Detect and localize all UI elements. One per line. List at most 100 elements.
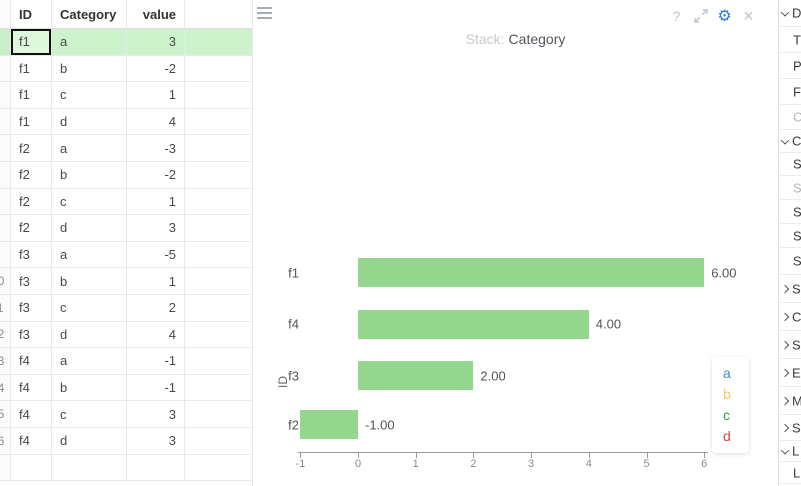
table-row[interactable]: 8f2d3 bbox=[0, 215, 253, 242]
cell-extra[interactable] bbox=[185, 215, 253, 241]
cell-extra[interactable] bbox=[185, 294, 253, 321]
table-row[interactable]: 14 f4b-1 bbox=[0, 374, 253, 402]
settings-tree-item[interactable]: C bbox=[779, 303, 801, 331]
column-header-extra[interactable] bbox=[185, 0, 253, 28]
legend-item-d[interactable]: d bbox=[723, 428, 731, 444]
cell-value[interactable]: 1 bbox=[127, 268, 185, 294]
cell-value[interactable]: 1 bbox=[127, 82, 185, 108]
chevron-down-icon[interactable] bbox=[780, 446, 790, 455]
bar-f3[interactable] bbox=[358, 361, 474, 390]
cell-extra[interactable] bbox=[185, 401, 253, 427]
cell-category[interactable]: c bbox=[52, 401, 127, 427]
cell-id[interactable]: f3 bbox=[11, 268, 52, 294]
cell-category[interactable]: c bbox=[52, 82, 127, 108]
settings-gear-icon[interactable]: ⚙ bbox=[717, 8, 732, 25]
cell-category[interactable]: d bbox=[52, 321, 127, 348]
cell-value[interactable]: 3 bbox=[127, 215, 185, 241]
settings-tree-item[interactable]: S bbox=[779, 153, 801, 176]
cell-value[interactable]: 4 bbox=[127, 108, 185, 135]
cell-category[interactable]: a bbox=[52, 29, 127, 55]
settings-tree-item[interactable]: S bbox=[779, 200, 801, 224]
column-header-id[interactable]: ID bbox=[11, 0, 52, 28]
cell-extra[interactable] bbox=[185, 188, 253, 215]
cell-category[interactable]: d bbox=[52, 108, 127, 135]
table-row[interactable]: 1f1a3 bbox=[0, 29, 253, 56]
cell-id[interactable]: f3 bbox=[11, 294, 52, 321]
cell-category[interactable]: a bbox=[52, 135, 127, 161]
settings-tree-item[interactable]: S bbox=[779, 275, 801, 303]
cell-value[interactable]: -1 bbox=[127, 374, 185, 401]
chevron-down-icon[interactable] bbox=[780, 8, 790, 17]
cell-id[interactable]: f1 bbox=[11, 29, 52, 55]
cell-category[interactable]: a bbox=[52, 241, 127, 268]
bar-f2[interactable] bbox=[300, 410, 358, 439]
cell-extra[interactable] bbox=[185, 427, 253, 454]
cell-category[interactable]: d bbox=[52, 215, 127, 241]
cell-id[interactable]: f4 bbox=[11, 427, 52, 454]
cell-extra[interactable] bbox=[185, 55, 253, 82]
chevron-right-icon[interactable] bbox=[780, 312, 790, 321]
cell-category[interactable]: b bbox=[52, 268, 127, 294]
cell-value[interactable]: -2 bbox=[127, 161, 185, 188]
chevron-down-icon[interactable] bbox=[780, 136, 790, 145]
settings-tree-item[interactable]: L bbox=[779, 441, 801, 462]
legend-item-c[interactable]: c bbox=[723, 407, 730, 423]
table-row[interactable]: 9f3a-5 bbox=[0, 241, 253, 269]
cell-id[interactable]: f4 bbox=[11, 374, 52, 401]
cell-id[interactable]: f2 bbox=[11, 215, 52, 241]
legend-item-b[interactable]: b bbox=[723, 386, 731, 402]
cell-extra[interactable] bbox=[185, 241, 253, 268]
chevron-right-icon[interactable] bbox=[780, 368, 790, 377]
bar-f4[interactable] bbox=[358, 309, 589, 339]
column-header-category[interactable]: Category bbox=[52, 0, 127, 28]
help-icon[interactable]: ? bbox=[672, 8, 681, 24]
cell-category[interactable]: d bbox=[52, 427, 127, 454]
settings-tree-item[interactable]: S bbox=[779, 248, 801, 275]
column-header-value[interactable]: value bbox=[127, 0, 185, 28]
cell-extra[interactable] bbox=[185, 161, 253, 188]
cell-value[interactable]: 3 bbox=[127, 401, 185, 427]
table-row[interactable]: 2f1b-2 bbox=[0, 55, 253, 83]
table-row[interactable]: 13 f4a-1 bbox=[0, 348, 253, 375]
cell-id[interactable]: f2 bbox=[11, 135, 52, 161]
cell-extra[interactable] bbox=[185, 321, 253, 348]
settings-tree-item[interactable]: P bbox=[779, 53, 801, 79]
cell-category[interactable]: c bbox=[52, 294, 127, 321]
cell-value[interactable]: -1 bbox=[127, 348, 185, 374]
chevron-right-icon[interactable] bbox=[780, 340, 790, 349]
table-row-empty[interactable] bbox=[0, 454, 253, 482]
cell-extra[interactable] bbox=[185, 108, 253, 135]
cell-id[interactable]: f2 bbox=[11, 161, 52, 188]
table-row[interactable]: 7f2c1 bbox=[0, 188, 253, 216]
cell-category[interactable]: b bbox=[52, 161, 127, 188]
menu-icon[interactable] bbox=[257, 7, 273, 21]
cell-id[interactable]: f1 bbox=[11, 82, 52, 108]
cell-extra[interactable] bbox=[185, 374, 253, 401]
cell-category[interactable]: b bbox=[52, 55, 127, 82]
cell-id[interactable]: f1 bbox=[11, 55, 52, 82]
settings-tree-item[interactable]: T bbox=[779, 27, 801, 53]
settings-tree-item[interactable]: M bbox=[779, 387, 801, 415]
cell-value[interactable]: 1 bbox=[127, 188, 185, 215]
table-row[interactable]: 4f1d4 bbox=[0, 108, 253, 136]
table-row[interactable]: 3f1c1 bbox=[0, 82, 253, 109]
settings-tree-item[interactable]: E bbox=[779, 359, 801, 387]
table-row[interactable]: 6f2b-2 bbox=[0, 161, 253, 189]
cell-value[interactable]: 4 bbox=[127, 321, 185, 348]
cell-extra[interactable] bbox=[185, 268, 253, 294]
settings-tree-item[interactable]: C bbox=[779, 105, 801, 130]
cell-category[interactable]: c bbox=[52, 188, 127, 215]
cell-id[interactable]: f2 bbox=[11, 188, 52, 215]
cell-extra[interactable] bbox=[185, 29, 253, 55]
settings-tree-item[interactable]: S bbox=[779, 331, 801, 359]
cell-id[interactable]: f3 bbox=[11, 321, 52, 348]
cell-value[interactable]: 3 bbox=[127, 427, 185, 454]
bar-f1[interactable] bbox=[358, 258, 705, 287]
legend-item-a[interactable]: a bbox=[723, 365, 731, 381]
settings-tree-item[interactable]: S bbox=[779, 224, 801, 248]
